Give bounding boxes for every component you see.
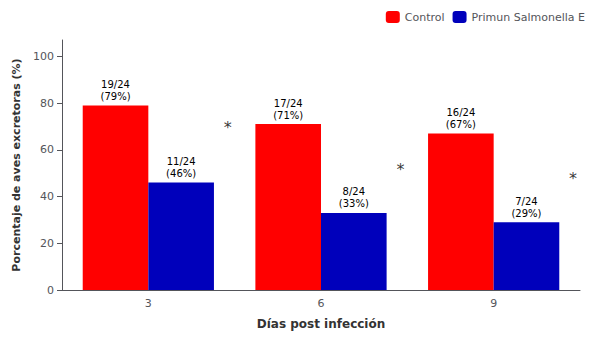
svg-text:*: * [569, 169, 577, 188]
svg-text:80: 80 [40, 97, 54, 110]
svg-text:9: 9 [490, 297, 497, 310]
svg-text:16/24: 16/24 [446, 107, 475, 118]
svg-text:7/24: 7/24 [515, 196, 537, 207]
svg-text:11/24: 11/24 [167, 156, 196, 167]
svg-text:60: 60 [40, 143, 54, 156]
svg-text:Primun Salmonella E: Primun Salmonella E [472, 11, 585, 24]
svg-text:100: 100 [33, 50, 54, 63]
svg-text:(46%): (46%) [166, 168, 196, 179]
svg-text:8/24: 8/24 [343, 186, 365, 197]
svg-text:Control: Control [405, 11, 445, 24]
svg-text:17/24: 17/24 [274, 98, 303, 109]
svg-text:40: 40 [40, 190, 54, 203]
svg-text:6: 6 [318, 297, 325, 310]
svg-text:Porcentaje de aves excretoras: Porcentaje de aves excretoras (%) [10, 58, 23, 271]
svg-text:*: * [396, 160, 404, 179]
svg-text:3: 3 [145, 297, 152, 310]
svg-text:0: 0 [47, 284, 54, 297]
svg-text:(29%): (29%) [511, 208, 541, 219]
svg-text:(79%): (79%) [101, 91, 131, 102]
svg-text:(71%): (71%) [273, 110, 303, 121]
svg-text:(67%): (67%) [446, 119, 476, 130]
svg-text:*: * [224, 118, 232, 137]
svg-text:20: 20 [40, 237, 54, 250]
svg-text:Días post infección: Días post infección [257, 317, 386, 331]
svg-text:19/24: 19/24 [101, 79, 130, 90]
svg-text:(33%): (33%) [339, 198, 369, 209]
